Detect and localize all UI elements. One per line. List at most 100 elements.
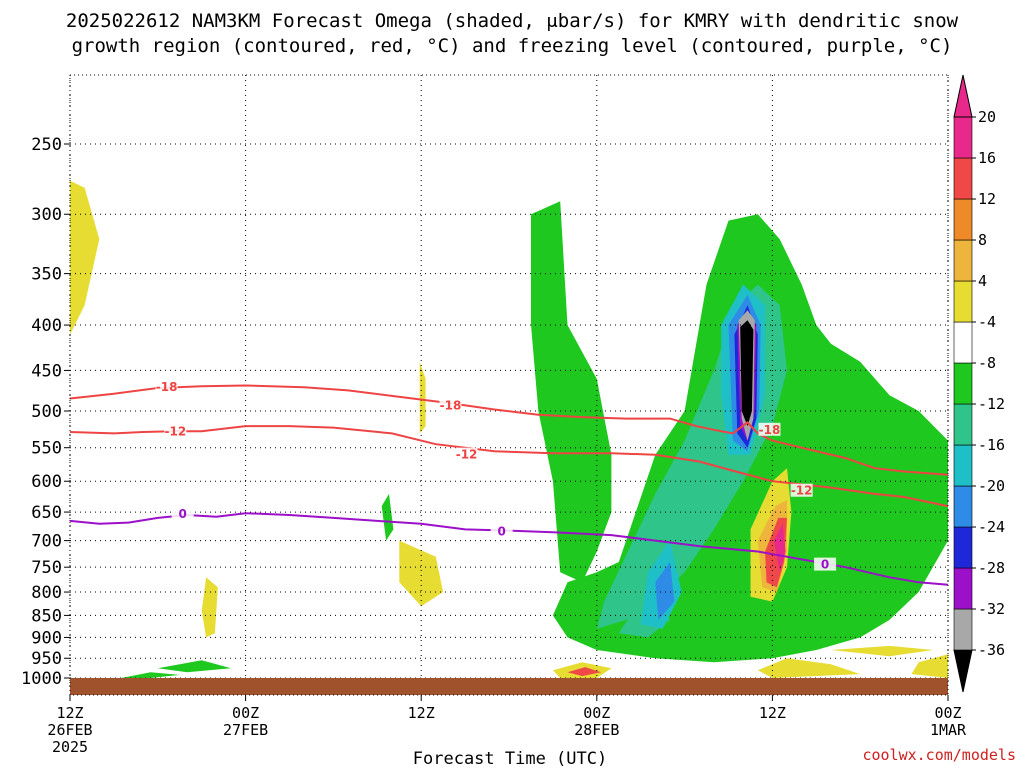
x-tick-label-24-0: 12Z: [408, 704, 435, 722]
y-tick-label-900: 900: [31, 628, 62, 648]
contour-label-4: -12: [456, 448, 478, 462]
colorbar-bin-2: [953, 526, 973, 569]
y-tick-label-600: 600: [31, 472, 62, 492]
colorbar-bin-8: [953, 280, 973, 323]
contour-label-bg-0: [155, 380, 178, 394]
colorbar-label-13: 20: [978, 108, 996, 126]
colorbar-bin-10: [953, 198, 973, 241]
y-tick-label-350: 350: [31, 265, 62, 285]
temperature-contours: -18 -12 0 -18 -12 0 -18 -12 0: [69, 380, 949, 586]
y-tick-label-700: 700: [31, 532, 62, 552]
colorbar-label-5: -16: [978, 436, 1005, 454]
y-tick-label-500: 500: [31, 402, 62, 422]
omega-region-5: [531, 201, 612, 583]
omega-region-0: [70, 180, 100, 335]
colorbar-label-9: 4: [978, 272, 987, 290]
colorbar-label-4: -20: [978, 477, 1005, 495]
contour-label-bg-1: [164, 424, 187, 438]
chart-title-line2: growth region (contoured, red, °C) and f…: [72, 35, 953, 57]
colorbar-label-3: -24: [978, 518, 1005, 536]
colorbar-bottom-arrow: [953, 649, 973, 693]
x-axis-label: Forecast Time (UTC): [413, 749, 607, 768]
y-tick-label-300: 300: [31, 205, 62, 225]
contour-label-bg-4: [455, 447, 478, 461]
contour-label-3: -18: [440, 399, 462, 413]
y-tick-label-250: 250: [31, 135, 62, 155]
omega-region-24: [830, 645, 934, 657]
omega-region-25: [911, 654, 948, 678]
y-tick-label-450: 450: [31, 361, 62, 381]
contour-label-1: -12: [165, 424, 187, 438]
x-tick-label-0-1: 26FEB: [47, 721, 92, 739]
contour-label-bg-3: [439, 398, 462, 412]
contour-line-1: [69, 425, 949, 508]
colorbar-label-0: -36: [978, 641, 1005, 659]
omega-region-23: [757, 658, 861, 678]
x-tick-label-12-1: 27FEB: [223, 721, 268, 739]
plot-border: [69, 74, 949, 696]
y-axis-pressure: 2503003504004505005506006507007508008509…: [21, 135, 70, 689]
y-tick-label-800: 800: [31, 583, 62, 603]
contour-line-0: [69, 384, 949, 476]
y-tick-label-400: 400: [31, 316, 62, 336]
contour-label-8: 0: [821, 558, 829, 572]
y-tick-label-750: 750: [31, 558, 62, 578]
omega-region-26: [157, 660, 231, 673]
x-tick-label-36-0: 00Z: [583, 704, 610, 722]
omega-region-2: [201, 577, 218, 638]
x-tick-label-12-0: 00Z: [232, 704, 259, 722]
credit-label[interactable]: coolwx.com/models: [862, 746, 1016, 764]
colorbar-top-arrow: [953, 74, 973, 118]
contour-label-2: 0: [178, 507, 186, 521]
omega-region-12: [655, 562, 675, 620]
contour-label-bg-6: [758, 422, 781, 436]
colorbar-bin-11: [953, 157, 973, 200]
ground-surface: [70, 678, 948, 695]
plot-frame: [69, 74, 949, 696]
chart-title-line1: 2025022612 NAM3KM Forecast Omega (shaded…: [66, 10, 959, 32]
contour-label-5: 0: [498, 525, 506, 539]
omega-region-20: [773, 523, 786, 573]
x-tick-label-36-1: 28FEB: [574, 721, 619, 739]
omega-region-3: [399, 540, 444, 607]
colorbar-bin-12: [953, 116, 973, 159]
contour-label-bg-7: [790, 483, 813, 497]
omega-region-1: [419, 361, 426, 434]
omega-region-16: [740, 320, 754, 427]
colorbar-label-8: -4: [978, 313, 996, 331]
contour-label-bg-5: [490, 524, 513, 538]
x-tick-label-0-0: 12Z: [56, 704, 83, 722]
colorbar-bin-5: [953, 403, 973, 446]
colorbar-label-11: 12: [978, 190, 996, 208]
colorbar-bin-0: [953, 608, 973, 651]
omega-region-22: [567, 667, 602, 677]
contour-label-7: -12: [791, 484, 813, 498]
colorbar-label-1: -32: [978, 600, 1005, 618]
y-tick-label-1000: 1000: [21, 669, 62, 689]
colorbar-label-12: 16: [978, 149, 996, 167]
ground-rect: [70, 678, 948, 695]
omega-shading-layer: [70, 180, 948, 678]
contour-label-bg-8: [814, 557, 837, 571]
omega-region-27: [121, 672, 180, 678]
contour-label-bg-2: [171, 506, 194, 520]
x-tick-label-60-1: 1MAR: [930, 721, 967, 739]
x-tick-label-48-0: 12Z: [759, 704, 786, 722]
x-tick-label-60-0: 00Z: [934, 704, 961, 722]
colorbar-bin-3: [953, 485, 973, 528]
y-tick-label-650: 650: [31, 503, 62, 523]
colorbar-label-7: -8: [978, 354, 996, 372]
contour-label-0: -18: [156, 380, 178, 394]
colorbar-bin-1: [953, 567, 973, 610]
y-tick-label-950: 950: [31, 649, 62, 669]
y-tick-label-550: 550: [31, 439, 62, 459]
colorbar-label-2: -28: [978, 559, 1005, 577]
colorbar-bin-9: [953, 239, 973, 282]
omega-colorbar: -36 -32 -28 -24 -20 -16 -12 -8 -4 4 8 12 16 20: [953, 74, 1005, 693]
colorbar-bin-7: [953, 321, 973, 364]
contour-label-6: -18: [759, 423, 781, 437]
colorbar-bin-6: [953, 362, 973, 405]
omega-region-4: [381, 493, 394, 541]
y-tick-label-850: 850: [31, 606, 62, 626]
